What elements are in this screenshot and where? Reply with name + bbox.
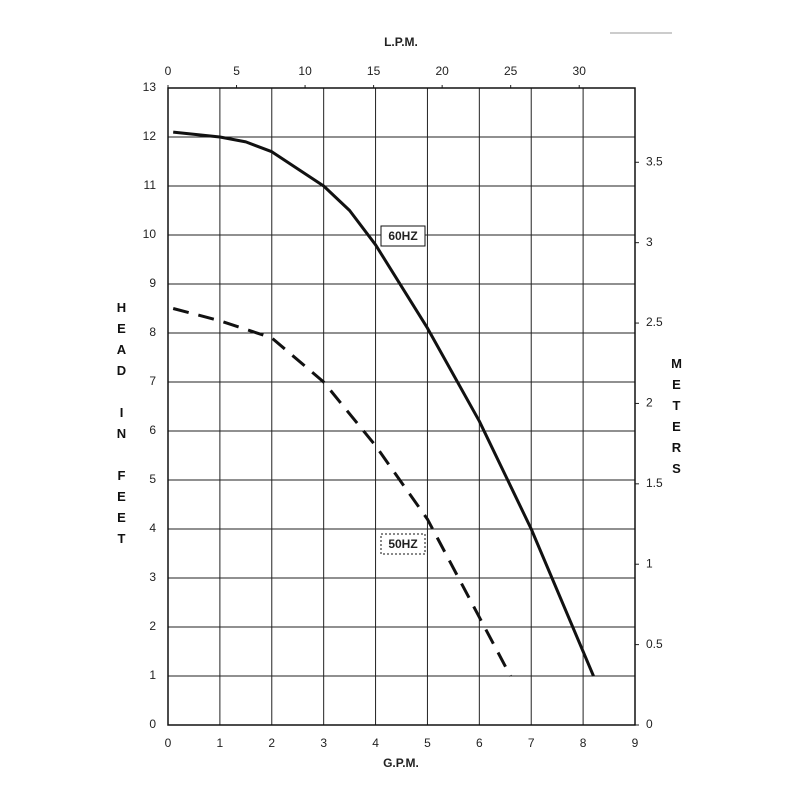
y-tick-label: 1 <box>149 668 156 682</box>
y-tick-label: 11 <box>144 178 157 192</box>
top-tick-label: 25 <box>504 64 518 78</box>
right-tick-label: 1 <box>646 556 653 570</box>
y-tick-label: 10 <box>143 227 157 241</box>
x-tick-label: 6 <box>476 736 483 750</box>
x-tick-label: 2 <box>268 736 275 750</box>
x-axis-title: G.P.M. <box>383 756 419 770</box>
x-tick-label: 0 <box>165 736 172 750</box>
x-tick-label: 3 <box>320 736 327 750</box>
x-tick-label: 4 <box>372 736 379 750</box>
y-tick-label: 5 <box>149 472 156 486</box>
y-tick-label: 2 <box>149 619 156 633</box>
series-line <box>173 130 595 677</box>
right-tick-label: 0.5 <box>646 637 663 651</box>
right-tick-label: 3.5 <box>646 154 663 168</box>
y-tick-label: 4 <box>149 521 156 535</box>
top-axis-title: L.P.M. <box>384 35 418 49</box>
top-tick-label: 0 <box>165 64 172 78</box>
series-line <box>172 307 512 677</box>
x-tick-label: 7 <box>528 736 535 750</box>
y-tick-label: 6 <box>149 423 156 437</box>
right-tick-label: 0 <box>646 717 653 731</box>
y-tick-label: 0 <box>149 717 156 731</box>
series-label-box <box>380 225 426 247</box>
y-tick-label: 13 <box>143 80 157 94</box>
plot-frame <box>167 87 636 726</box>
y-tick-label: 9 <box>149 276 156 290</box>
series-label: 60HZ <box>388 229 417 243</box>
x-tick-label: 5 <box>424 736 431 750</box>
right-axis-title: METERS <box>669 356 684 482</box>
series-label: 50HZ <box>388 537 417 551</box>
top-tick-label: 10 <box>298 64 312 78</box>
right-tick-label: 2 <box>646 396 653 410</box>
x-tick-label: 1 <box>217 736 224 750</box>
y-tick-label: 7 <box>149 374 156 388</box>
y-axis-title: HEAD IN FEET <box>114 300 129 552</box>
right-tick-label: 3 <box>646 235 653 249</box>
top-tick-label: 5 <box>233 64 240 78</box>
x-tick-label: 8 <box>580 736 587 750</box>
x-tick-label: 9 <box>632 736 639 750</box>
right-tick-label: 2.5 <box>646 315 663 329</box>
y-tick-label: 12 <box>143 129 157 143</box>
series-label-box <box>380 533 426 555</box>
y-tick-label: 3 <box>149 570 156 584</box>
top-tick-label: 15 <box>367 64 381 78</box>
top-tick-label: 20 <box>435 64 449 78</box>
right-tick-label: 1.5 <box>646 476 663 490</box>
y-tick-label: 8 <box>149 325 156 339</box>
top-tick-label: 30 <box>573 64 587 78</box>
